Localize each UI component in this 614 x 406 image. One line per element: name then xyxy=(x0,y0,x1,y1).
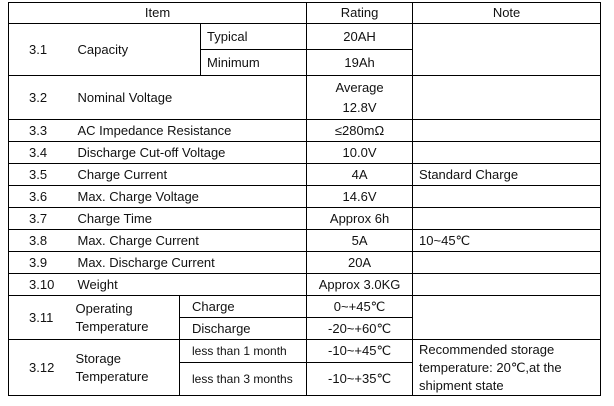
item-label: Capacity xyxy=(71,23,201,76)
table-row: less than 3 months -10~+35℃ xyxy=(9,361,601,397)
item-number: 3.10 xyxy=(8,273,72,296)
item-number: 3.5 xyxy=(8,163,72,186)
table-row: 3.3 AC Impedance Resistance ≤280mΩ xyxy=(8,119,602,142)
item-label-line: Temperature xyxy=(75,368,149,384)
rating-value-line: 12.8V xyxy=(342,99,377,115)
note-cell: Standard Charge xyxy=(412,163,602,186)
note-line: shipment state xyxy=(419,378,504,393)
item-number: 3.4 xyxy=(8,141,72,164)
item-number: 3.3 xyxy=(8,119,72,142)
note-cell-multiline: Recommended storage temperature: 20℃,at … xyxy=(412,339,602,396)
rating-value: -20~+60℃ xyxy=(306,317,414,340)
item-label-line: Temperature xyxy=(75,318,149,334)
table-row: 3.2 Nominal Voltage Average 12.8V xyxy=(8,75,602,120)
sub-label: less than 1 month xyxy=(178,339,308,363)
item-label: Nominal Voltage xyxy=(71,75,308,120)
rating-value: 19Ah xyxy=(306,49,414,76)
header-item: Item xyxy=(7,2,308,24)
note-cell xyxy=(412,141,602,164)
table-row: 3.9 Max. Discharge Current 20A xyxy=(8,251,602,274)
sub-label: Charge xyxy=(178,295,308,318)
item-number: 3.6 xyxy=(8,185,72,208)
rating-value: 5A xyxy=(306,229,414,252)
note-cell xyxy=(412,273,602,296)
item-label-multiline: Operating Temperature xyxy=(71,295,180,340)
item-label: Charge Time xyxy=(71,207,308,230)
note-cell xyxy=(412,119,602,142)
item-number: 3.12 xyxy=(8,339,72,396)
note-cell xyxy=(412,207,602,230)
table-row: Discharge -20~+60℃ xyxy=(9,317,601,340)
rating-value: -10~+35℃ xyxy=(306,361,414,397)
rating-value-multiline: Average 12.8V xyxy=(306,75,414,120)
rating-value: 20AH xyxy=(306,23,414,50)
battery-spec-table: Item Rating Note 3.1 Capacity Typical 20… xyxy=(7,2,602,397)
table-row: Minimum 19Ah xyxy=(9,49,601,76)
note-cell xyxy=(412,75,602,120)
item-number: 3.7 xyxy=(8,207,72,230)
item-number: 3.1 xyxy=(8,23,72,76)
rating-value: 14.6V xyxy=(306,185,414,208)
table-header-row: Item Rating Note xyxy=(7,2,602,24)
item-label-multiline: Storage Temperature xyxy=(71,339,180,396)
rating-value: -10~+45℃ xyxy=(306,339,414,363)
table-row: 3.10 Weight Approx 3.0KG xyxy=(8,273,602,296)
table-row: 3.5 Charge Current 4A Standard Charge xyxy=(8,163,602,186)
item-label-line: Storage xyxy=(75,350,122,366)
note-cell xyxy=(412,23,602,76)
item-number: 3.8 xyxy=(8,229,72,252)
table-row: 3.8 Max. Charge Current 5A 10~45℃ xyxy=(8,229,602,252)
sub-label: Minimum xyxy=(199,49,308,76)
header-note: Note xyxy=(412,2,602,24)
table-row: 3.12 Storage Temperature less than 1 mon… xyxy=(8,339,602,396)
item-label: Max. Discharge Current xyxy=(71,251,308,274)
sub-label: Typical xyxy=(199,23,308,50)
table-row: 3.1 Capacity Typical 20AH xyxy=(8,23,602,76)
item-label: Weight xyxy=(71,273,308,296)
note-cell xyxy=(412,185,602,208)
item-label: Max. Charge Current xyxy=(71,229,308,252)
rating-value: 4A xyxy=(306,163,414,186)
table-row: 3.4 Discharge Cut-off Voltage 10.0V xyxy=(8,141,602,164)
table-row: 3.11 Operating Temperature Charge 0~+45℃ xyxy=(8,295,602,340)
sub-label: Discharge xyxy=(178,317,308,340)
note-cell xyxy=(412,295,602,340)
rating-value: 10.0V xyxy=(306,141,414,164)
note-line: Recommended storage xyxy=(419,342,555,357)
item-label: AC Impedance Resistance xyxy=(71,119,308,142)
rating-value-line: Average xyxy=(335,79,384,95)
rating-value: Approx 6h xyxy=(306,207,414,230)
header-rating: Rating xyxy=(306,2,414,24)
item-number: 3.11 xyxy=(8,295,72,340)
rating-value: 0~+45℃ xyxy=(306,295,414,318)
rating-value: Approx 3.0KG xyxy=(306,273,414,296)
item-number: 3.9 xyxy=(8,251,72,274)
table-row: 3.7 Charge Time Approx 6h xyxy=(8,207,602,230)
note-line: temperature: 20℃,at the xyxy=(419,360,562,375)
rating-value: 20A xyxy=(306,251,414,274)
item-label: Discharge Cut-off Voltage xyxy=(71,141,308,164)
rating-value: ≤280mΩ xyxy=(306,119,414,142)
item-label: Charge Current xyxy=(71,163,308,186)
note-cell xyxy=(412,251,602,274)
item-number: 3.2 xyxy=(8,75,72,120)
table-row: 3.6 Max. Charge Voltage 14.6V xyxy=(8,185,602,208)
item-label: Max. Charge Voltage xyxy=(71,185,308,208)
note-cell: 10~45℃ xyxy=(412,229,602,252)
sub-label: less than 3 months xyxy=(178,361,308,397)
item-label-line: Operating xyxy=(75,300,133,316)
